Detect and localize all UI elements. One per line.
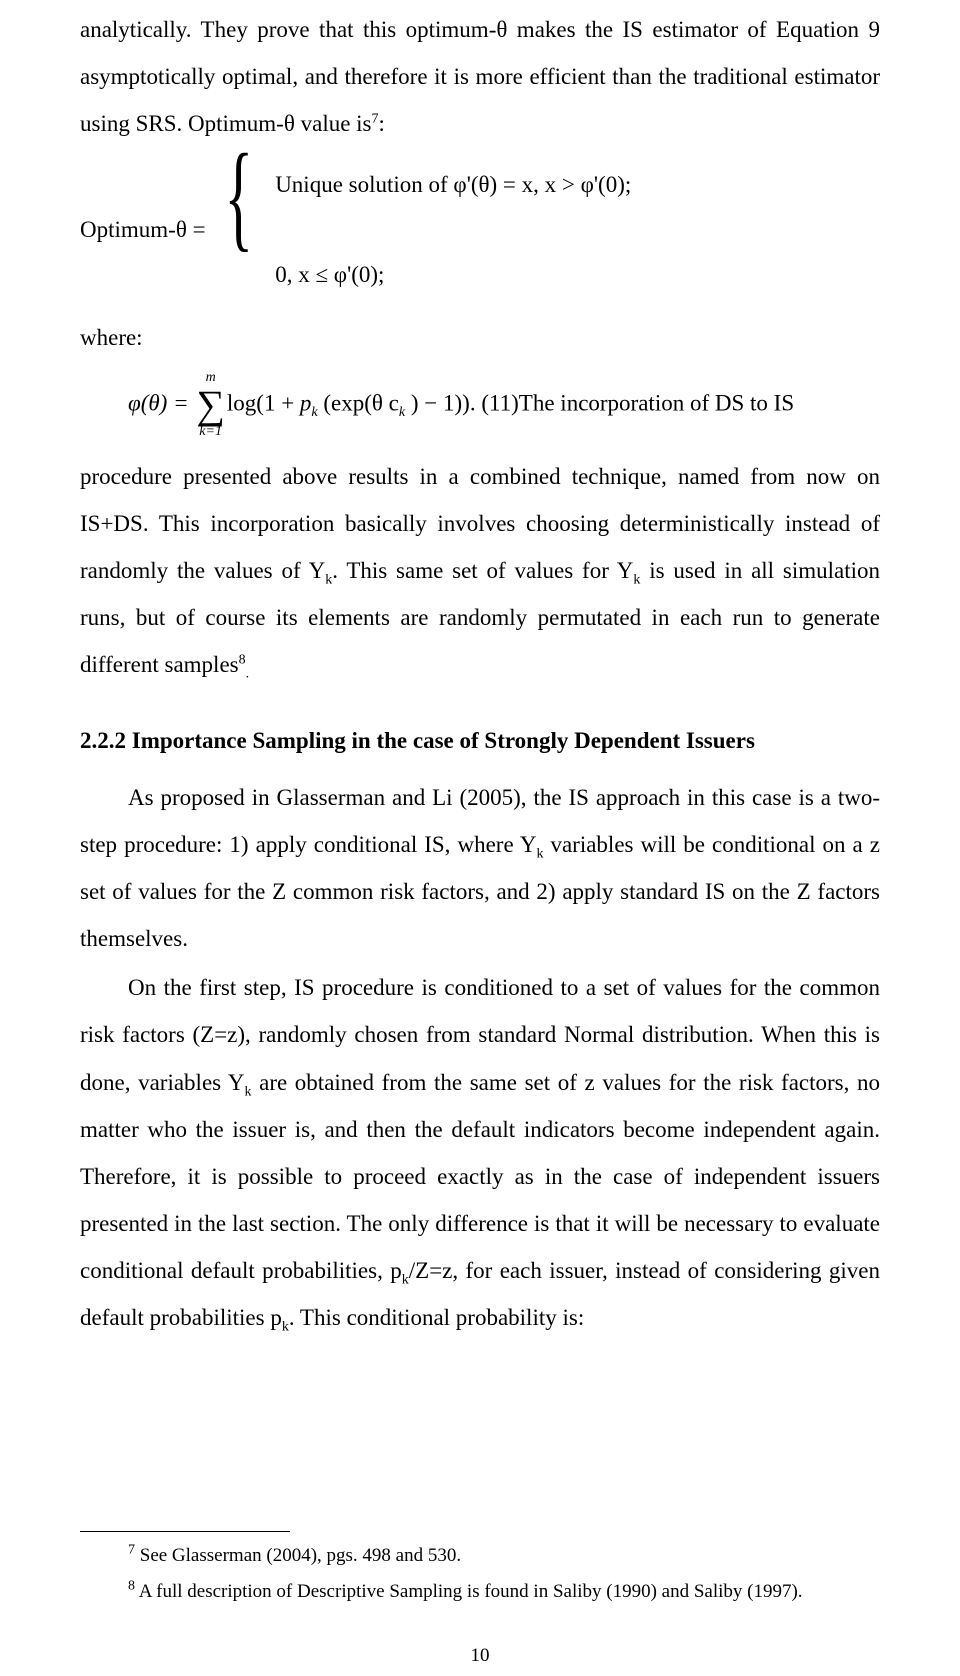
intro-paragraph: analytically. They prove that this optim…: [80, 6, 880, 147]
summation-icon: m ∑ k=1: [196, 371, 225, 439]
proc-b: . This same set of values for Y: [332, 558, 633, 583]
page-container: analytically. They prove that this optim…: [0, 0, 960, 1676]
footnote-8: 8 A full description of Descriptive Samp…: [80, 1574, 880, 1610]
cases-block: Unique solution of φ'(θ) = x, x > φ'(0);…: [275, 157, 631, 301]
left-brace-icon: {: [224, 166, 253, 226]
footnote-7: 7 See Glasserman (2004), pgs. 498 and 53…: [80, 1538, 880, 1574]
eq-rhs-c: ) − 1)): [405, 390, 470, 415]
eq-rhs-b: (exp(θ c: [318, 390, 399, 415]
footnotes-block: 7 See Glasserman (2004), pgs. 498 and 53…: [80, 1531, 880, 1610]
sec2-b: are obtained from the same set of z valu…: [80, 1070, 880, 1284]
footnote-ref-8: 8: [239, 653, 246, 668]
intro-tail: :: [379, 111, 385, 136]
fn7-text: See Glasserman (2004), pgs. 498 and 530.: [135, 1545, 461, 1566]
section-para-2: On the first step, IS procedure is condi…: [80, 964, 880, 1341]
sum-lower: k=1: [199, 425, 222, 439]
eq-tail: . (11)The incorporation of DS to IS: [470, 390, 794, 415]
case-1: Unique solution of φ'(θ) = x, x > φ'(0);: [275, 161, 631, 208]
section-title: 2.2.2 Importance Sampling in the case of…: [80, 717, 880, 764]
page-number: 10: [80, 1637, 880, 1676]
footnote-rule: [80, 1531, 290, 1532]
where-label: where:: [80, 314, 880, 361]
proc-tail: .: [246, 667, 250, 682]
sec2-sub3: k: [282, 1320, 289, 1335]
optimum-lhs: Optimum-θ =: [80, 206, 206, 253]
sigma-icon: ∑: [196, 385, 225, 425]
sec2-d: . This conditional probability is:: [289, 1305, 584, 1330]
fn7-sup: 7: [128, 1543, 135, 1558]
fn8-sup: 8: [128, 1579, 135, 1594]
eq-rhs-a: log(1 +: [227, 390, 300, 415]
equation-11: φ(θ) = m ∑ k=1 log(1 + pk (exp(θ ck ) − …: [128, 371, 880, 439]
fn8-text: A full description of Descriptive Sampli…: [135, 1581, 803, 1602]
intro-text: analytically. They prove that this optim…: [80, 17, 880, 136]
eq-p: p: [300, 390, 312, 415]
case-2: 0, x ≤ φ'(0);: [275, 251, 631, 298]
section-para-1: As proposed in Glasserman and Li (2005),…: [80, 774, 880, 963]
optimum-definition: Optimum-θ = { Unique solution of φ'(θ) =…: [80, 157, 880, 301]
footnote-ref-7: 7: [372, 112, 379, 127]
sec2-sub2: k: [402, 1273, 409, 1288]
procedure-paragraph: procedure presented above results in a c…: [80, 453, 880, 689]
eq-lhs: φ(θ) =: [128, 390, 194, 415]
